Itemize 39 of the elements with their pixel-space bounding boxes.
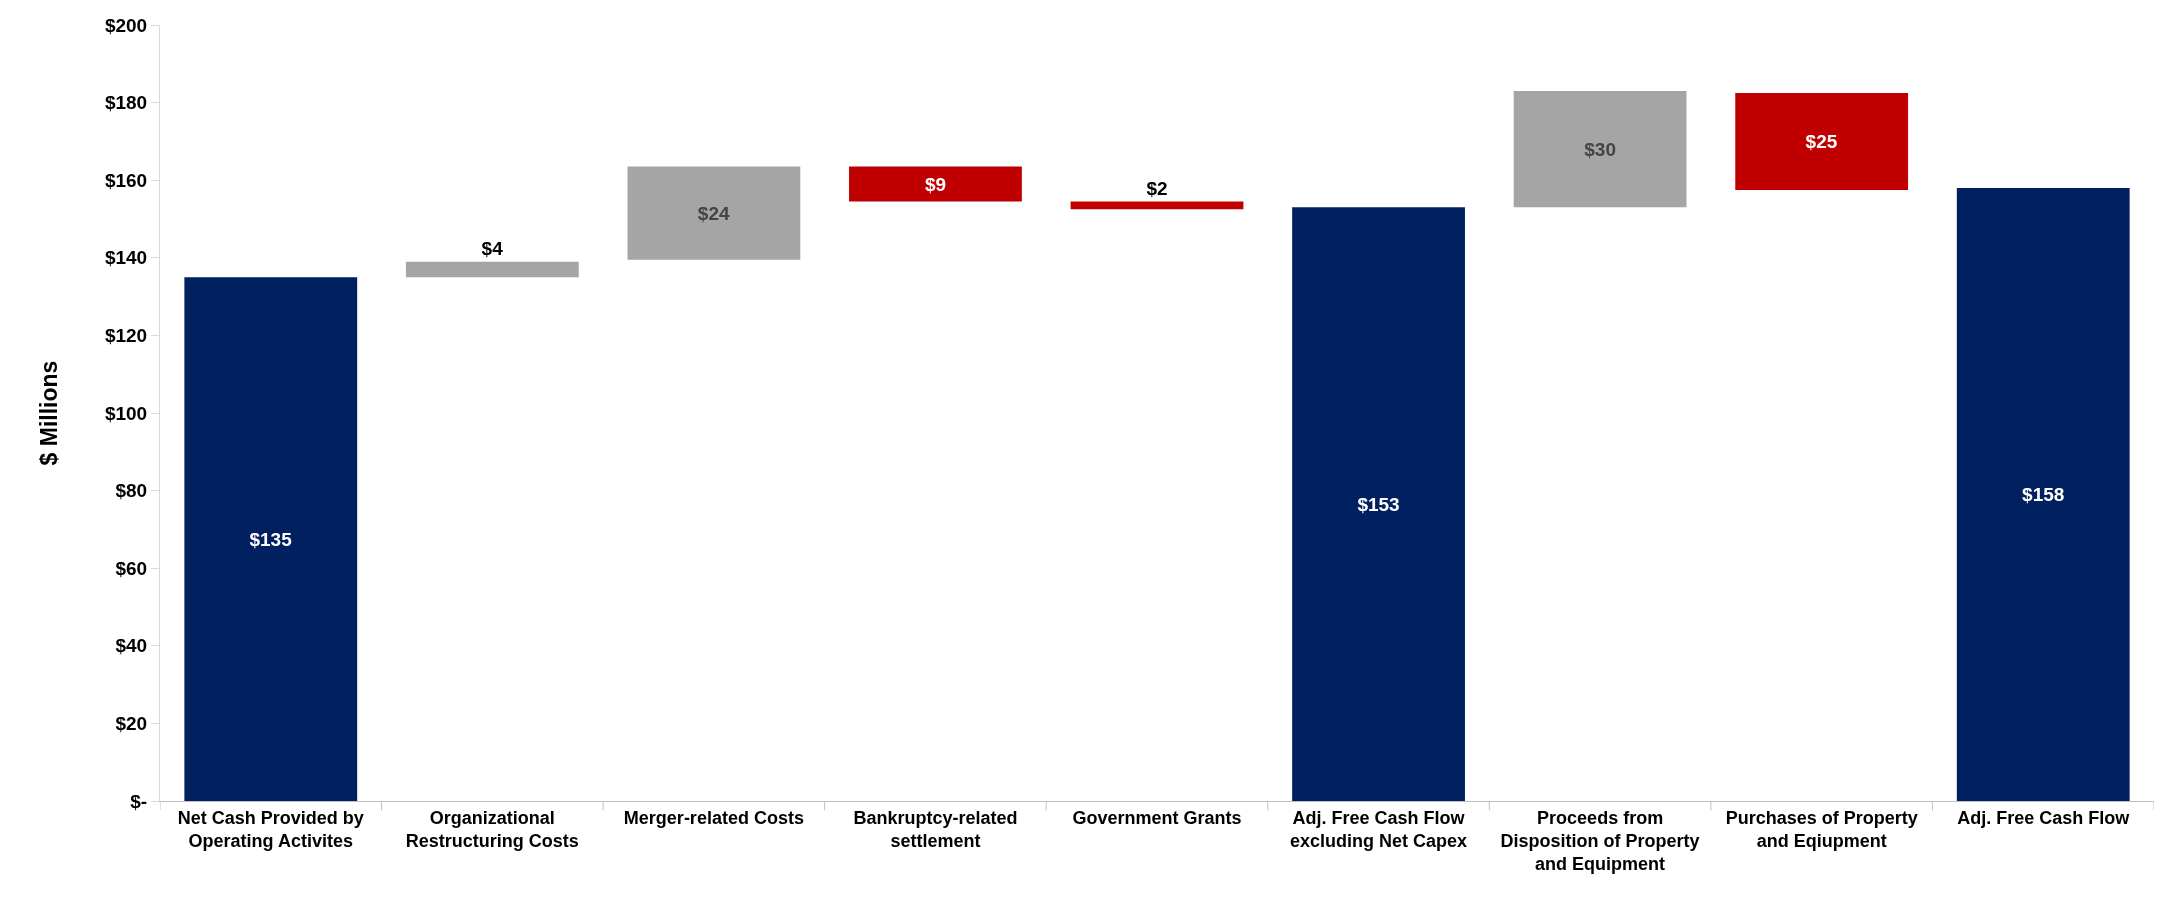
bar [1956, 187, 2130, 801]
y-tick-label: $120 [104, 325, 148, 347]
data-label: $25 [1805, 130, 1838, 152]
data-label: $135 [249, 528, 293, 550]
bar [1513, 90, 1687, 208]
data-label: $30 [1584, 138, 1616, 160]
y-tick-label: $80 [115, 480, 148, 502]
data-label: $153 [1357, 493, 1400, 515]
y-tick-label: $140 [104, 247, 148, 269]
data-label: $2 [1146, 177, 1168, 199]
bar [1070, 201, 1244, 210]
bar [1735, 92, 1909, 190]
y-tick-label: $20 [115, 713, 148, 735]
y-axis-title: $ Millions [36, 360, 63, 466]
x-tick-label: Proceeds from Disposition of Property and Equipment [1500, 807, 1700, 875]
x-tick-label: Merger-related Costs [623, 807, 804, 828]
y-tick-label: $40 [115, 635, 148, 657]
x-tick-label: Bankruptcy-related settlement [853, 807, 1018, 851]
y-tick-label: $60 [115, 557, 148, 579]
bar [1292, 207, 1465, 801]
y-tick-label: $100 [104, 402, 148, 424]
bar [849, 166, 1022, 202]
x-tick-label: Net Cash Provided by Operating Activites [177, 807, 364, 851]
data-label: $4 [481, 237, 504, 259]
x-tick-label: Organizational Restructuring Costs [405, 807, 579, 851]
data-label: $9 [924, 173, 947, 195]
data-label: $24 [697, 202, 730, 224]
bar [627, 166, 801, 260]
x-tick-label: Government Grants [1072, 807, 1242, 828]
y-tick-label: $180 [104, 92, 148, 114]
bar [184, 277, 358, 801]
y-tick-label: $160 [104, 169, 148, 191]
bar [405, 261, 579, 278]
x-tick-label: Adj. Free Cash Flow [1957, 807, 2131, 828]
data-label: $158 [2022, 483, 2065, 505]
x-tick-label: Adj. Free Cash Flow excluding Net Capex [1290, 807, 1468, 851]
x-tick-label: Purchases of Property and Eqiupment [1725, 807, 1918, 851]
y-tick-label: $200 [104, 14, 148, 36]
y-tick-label: $- [130, 790, 148, 812]
